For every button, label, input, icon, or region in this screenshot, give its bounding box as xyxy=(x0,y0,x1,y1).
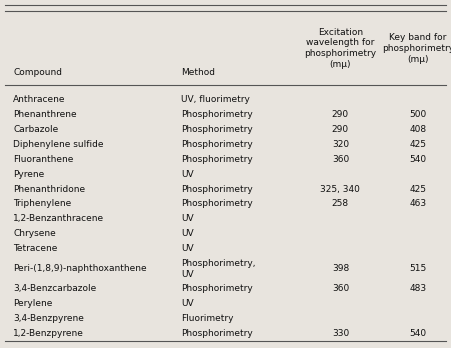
Text: 320: 320 xyxy=(332,140,349,149)
Text: Phosphorimetry: Phosphorimetry xyxy=(181,125,253,134)
Text: UV: UV xyxy=(181,229,194,238)
Text: Fluorimetry: Fluorimetry xyxy=(181,314,234,323)
Text: Fluoranthene: Fluoranthene xyxy=(14,155,74,164)
Text: 425: 425 xyxy=(409,140,426,149)
Text: Phosphorimetry: Phosphorimetry xyxy=(181,110,253,119)
Text: 3,4-Benzcarbazole: 3,4-Benzcarbazole xyxy=(14,284,97,293)
Text: Phosphorimetry,
UV: Phosphorimetry, UV xyxy=(181,259,256,279)
Text: Phenanthrene: Phenanthrene xyxy=(14,110,77,119)
Text: 515: 515 xyxy=(409,264,426,273)
Text: Perylene: Perylene xyxy=(14,299,53,308)
Text: Phosphorimetry: Phosphorimetry xyxy=(181,184,253,193)
Text: Compound: Compound xyxy=(14,68,62,77)
Text: Key band for
phosphorimetry
(mμ): Key band for phosphorimetry (mμ) xyxy=(382,33,451,64)
Text: 290: 290 xyxy=(332,125,349,134)
Text: 360: 360 xyxy=(332,284,349,293)
Text: Phosphorimetry: Phosphorimetry xyxy=(181,329,253,338)
Text: Method: Method xyxy=(181,68,215,77)
Text: Excitation
wavelength for
phosphorimetry
(mμ): Excitation wavelength for phosphorimetry… xyxy=(304,28,377,69)
Text: 398: 398 xyxy=(332,264,349,273)
Text: 540: 540 xyxy=(409,329,426,338)
Text: UV, fluorimetry: UV, fluorimetry xyxy=(181,95,250,104)
Text: 483: 483 xyxy=(409,284,426,293)
Text: UV: UV xyxy=(181,244,194,253)
Text: Phosphorimetry: Phosphorimetry xyxy=(181,155,253,164)
Text: 3,4-Benzpyrene: 3,4-Benzpyrene xyxy=(14,314,84,323)
Text: 540: 540 xyxy=(409,155,426,164)
Text: 500: 500 xyxy=(409,110,426,119)
Text: 1,2-Benzanthracene: 1,2-Benzanthracene xyxy=(14,214,105,223)
Text: 463: 463 xyxy=(409,199,426,208)
Text: Anthracene: Anthracene xyxy=(14,95,66,104)
Text: 330: 330 xyxy=(332,329,349,338)
Text: Diphenylene sulfide: Diphenylene sulfide xyxy=(14,140,104,149)
Text: 408: 408 xyxy=(409,125,426,134)
Text: Carbazole: Carbazole xyxy=(14,125,59,134)
Text: Chrysene: Chrysene xyxy=(14,229,56,238)
Text: Phosphorimetry: Phosphorimetry xyxy=(181,199,253,208)
Text: UV: UV xyxy=(181,299,194,308)
Text: 290: 290 xyxy=(332,110,349,119)
Text: 325, 340: 325, 340 xyxy=(321,184,360,193)
Text: UV: UV xyxy=(181,169,194,179)
Text: Tetracene: Tetracene xyxy=(14,244,58,253)
Text: Phosphorimetry: Phosphorimetry xyxy=(181,284,253,293)
Text: 425: 425 xyxy=(409,184,426,193)
Text: 1,2-Benzpyrene: 1,2-Benzpyrene xyxy=(14,329,84,338)
Text: Peri-(1,8,9)-naphthoxanthene: Peri-(1,8,9)-naphthoxanthene xyxy=(14,264,147,273)
Text: Pyrene: Pyrene xyxy=(14,169,45,179)
Text: Triphenylene: Triphenylene xyxy=(14,199,72,208)
Text: UV: UV xyxy=(181,214,194,223)
Text: Phosphorimetry: Phosphorimetry xyxy=(181,140,253,149)
Text: 258: 258 xyxy=(332,199,349,208)
Text: 360: 360 xyxy=(332,155,349,164)
Text: Phenanthridone: Phenanthridone xyxy=(14,184,86,193)
